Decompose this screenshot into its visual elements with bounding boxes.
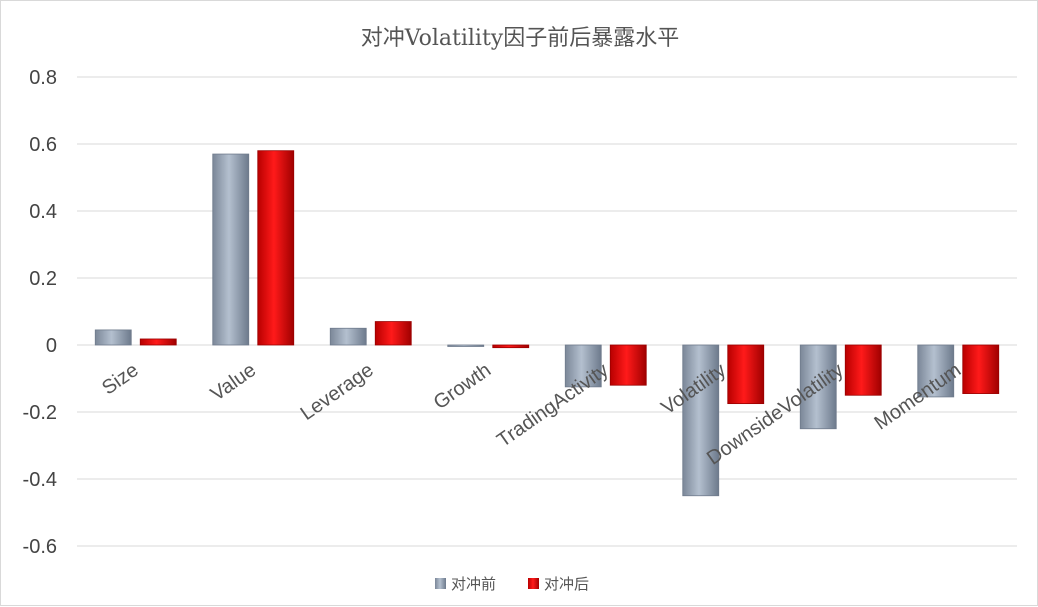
y-tick-label: 0: [46, 335, 57, 357]
legend-swatch: [435, 578, 446, 589]
bar-value-series-1: [212, 153, 250, 346]
legend-swatch: [528, 578, 539, 589]
bar-growth-series-2: [492, 344, 530, 349]
y-tick-label: -0.2: [23, 402, 57, 424]
category-label: TradingActivity: [493, 359, 612, 452]
y-tick-label: 0.4: [29, 201, 57, 223]
category-label: Value: [207, 359, 260, 406]
bar-downsidevolatility-series-2: [844, 344, 882, 396]
bar-size-series-1: [94, 329, 132, 346]
bar-momentum-series-1: [917, 344, 955, 398]
y-tick-label: -0.4: [23, 469, 57, 491]
bar-downsidevolatility-series-1: [799, 344, 837, 430]
bar-volatility-series-2: [727, 344, 765, 405]
legend: 对冲前 对冲后: [435, 575, 589, 593]
category-label: Leverage: [297, 359, 378, 425]
bar-value-series-2: [257, 150, 295, 346]
bar-leverage-series-1: [329, 327, 367, 346]
bar-volatility-series-1: [682, 344, 720, 497]
category-label: Growth: [430, 359, 495, 414]
legend-label: 对冲前: [451, 575, 496, 593]
chart-title: 对冲Volatility因子前后暴露水平: [361, 26, 680, 51]
bar-growth-series-1: [447, 344, 485, 347]
bar-tradingactivity-series-1: [564, 344, 602, 388]
bar-tradingactivity-series-2: [609, 344, 647, 386]
category-label: Size: [98, 359, 142, 399]
bars: [94, 150, 1000, 497]
y-axis-ticks: 0.8 0.6 0.4 0.2 0 -0.2 -0.4 -0.6: [23, 67, 57, 558]
y-tick-label: -0.6: [23, 536, 57, 558]
y-tick-label: 0.8: [29, 67, 57, 89]
y-tick-label: 0.6: [29, 134, 57, 156]
bar-size-series-2: [139, 338, 177, 346]
bar-momentum-series-2: [962, 344, 1000, 394]
y-tick-label: 0.2: [29, 268, 57, 290]
legend-label: 对冲后: [544, 575, 589, 593]
bar-leverage-series-2: [374, 321, 412, 346]
